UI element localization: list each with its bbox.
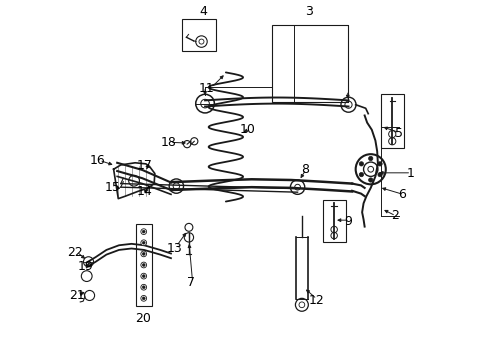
Circle shape: [141, 284, 146, 290]
Text: 6: 6: [398, 188, 406, 201]
Circle shape: [377, 162, 382, 166]
Circle shape: [141, 262, 146, 268]
Bar: [322, 201, 346, 242]
Text: 12: 12: [308, 294, 324, 307]
Text: 4: 4: [199, 5, 207, 18]
Text: 15: 15: [104, 181, 120, 194]
Text: 1: 1: [406, 167, 414, 180]
Circle shape: [368, 156, 372, 161]
Circle shape: [141, 251, 146, 257]
Bar: [136, 224, 151, 306]
Text: 3: 3: [305, 5, 312, 18]
Text: 2: 2: [390, 210, 398, 222]
Text: 16: 16: [89, 154, 105, 167]
Circle shape: [142, 297, 145, 300]
Circle shape: [368, 178, 372, 182]
Text: 14: 14: [136, 185, 152, 198]
Bar: [272, 25, 347, 102]
Text: 8: 8: [301, 163, 309, 176]
Circle shape: [142, 230, 145, 233]
Circle shape: [142, 286, 145, 289]
Circle shape: [141, 296, 146, 301]
Text: 17: 17: [137, 159, 152, 172]
Text: 19: 19: [78, 260, 94, 273]
Bar: [182, 19, 215, 51]
Circle shape: [141, 273, 146, 279]
Circle shape: [359, 172, 363, 177]
Circle shape: [141, 240, 146, 246]
Text: 7: 7: [186, 276, 194, 289]
Text: 13: 13: [166, 242, 182, 255]
Circle shape: [141, 229, 146, 234]
Text: 22: 22: [67, 246, 83, 259]
Circle shape: [377, 172, 382, 177]
Circle shape: [359, 162, 363, 166]
Circle shape: [142, 241, 145, 244]
Text: 9: 9: [344, 215, 352, 228]
Circle shape: [142, 264, 145, 266]
Text: 5: 5: [394, 127, 402, 140]
Text: 18: 18: [160, 136, 176, 149]
Bar: [380, 94, 403, 148]
Text: 11: 11: [199, 82, 214, 95]
Circle shape: [142, 252, 145, 255]
Text: 21: 21: [69, 289, 84, 302]
Text: 20: 20: [135, 311, 151, 325]
Text: 10: 10: [240, 123, 256, 136]
Circle shape: [142, 275, 145, 278]
